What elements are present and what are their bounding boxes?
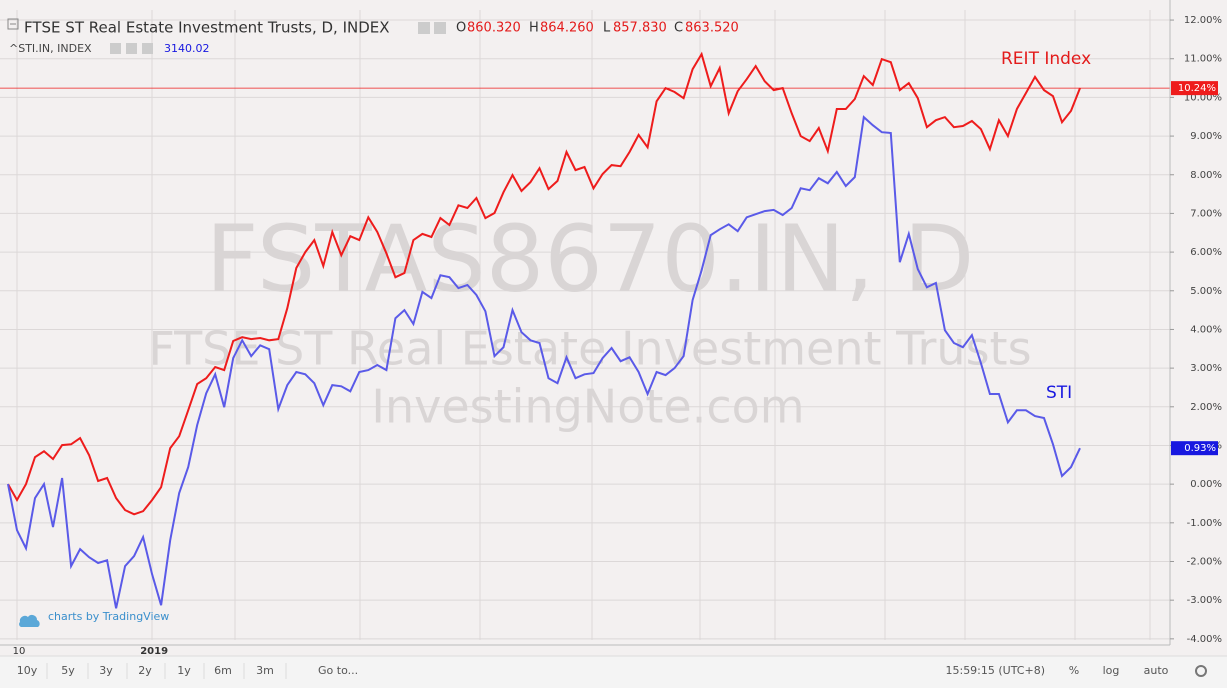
range-button[interactable]: 6m bbox=[214, 664, 232, 677]
x-axis: 10 2019 bbox=[13, 646, 168, 657]
y-tick-label: -1.00% bbox=[1187, 518, 1222, 529]
clock: 15:59:15 (UTC+8) bbox=[945, 664, 1045, 677]
y-tick-label: 11.00% bbox=[1184, 54, 1222, 65]
icon[interactable] bbox=[126, 43, 137, 54]
option-button[interactable]: % bbox=[1069, 664, 1079, 677]
ohlc-value: 864.260 bbox=[540, 21, 594, 36]
range-button[interactable]: 1y bbox=[177, 664, 191, 677]
range-button[interactable]: 2y bbox=[138, 664, 152, 677]
watermark: FSTAS8670.IN, D bbox=[206, 205, 975, 312]
legend-value: 3140.02 bbox=[164, 42, 210, 55]
x-tick-label: 10 bbox=[13, 646, 26, 657]
y-tick-label: 10.00% bbox=[1184, 92, 1222, 103]
legend-title: ^STI.IN, INDEX bbox=[9, 42, 92, 55]
y-tick-label: 7.00% bbox=[1190, 208, 1222, 219]
y-tick-label: 6.00% bbox=[1190, 247, 1222, 258]
ohlc-key: C bbox=[674, 21, 683, 36]
y-tick-label: 4.00% bbox=[1190, 324, 1222, 335]
x-tick-label: 2019 bbox=[140, 646, 168, 657]
icon[interactable] bbox=[142, 43, 153, 54]
y-tick-label: 3.00% bbox=[1190, 363, 1222, 374]
option-button[interactable]: log bbox=[1103, 664, 1120, 677]
y-tick-label: 2.00% bbox=[1190, 402, 1222, 413]
last-value-label: 0.93% bbox=[1184, 443, 1216, 454]
range-button[interactable]: 3m bbox=[256, 664, 274, 677]
toolbar: 10y 5y 3y 2y 1y 6m 3m Go to... 15:59:15 (UTC+8)%… bbox=[17, 663, 1207, 679]
settings-icon[interactable] bbox=[1195, 665, 1207, 677]
grid bbox=[0, 19, 1170, 640]
y-tick-label: 9.00% bbox=[1190, 131, 1222, 142]
icon[interactable] bbox=[110, 43, 121, 54]
lines bbox=[0, 51, 1170, 609]
y-tick-label: 5.00% bbox=[1190, 286, 1222, 297]
logo bbox=[19, 615, 40, 627]
range-button[interactable]: 3y bbox=[99, 664, 113, 677]
ohlc-value: 863.520 bbox=[685, 21, 739, 36]
last-value-label: 10.24% bbox=[1178, 83, 1216, 94]
range-button[interactable]: 5y bbox=[61, 664, 75, 677]
ohlc-key: H bbox=[529, 21, 539, 36]
collapse-icon[interactable] bbox=[7, 18, 19, 30]
y-tick-label: 0.00% bbox=[1190, 479, 1222, 490]
watermark: InvestingNote.com bbox=[371, 380, 804, 434]
y-tick-label: 8.00% bbox=[1190, 170, 1222, 181]
last-value-box bbox=[1171, 441, 1218, 456]
legend-title: FTSE ST Real Estate Investment Trusts, D… bbox=[24, 19, 390, 37]
icon[interactable] bbox=[418, 22, 430, 34]
y-tick-label: -3.00% bbox=[1187, 595, 1222, 606]
range-button[interactable]: Go to... bbox=[318, 664, 358, 677]
y-axis: 12.00% 11.00% 10.00% 9.00% 8.00% 7.00% 6.00% 5.… bbox=[1170, 15, 1222, 645]
option-button[interactable]: auto bbox=[1144, 664, 1169, 677]
annotation: STI bbox=[1046, 383, 1072, 403]
icon[interactable] bbox=[434, 22, 446, 34]
time-grid bbox=[16, 10, 1151, 640]
ohlc-value: 860.320 bbox=[467, 21, 521, 36]
annotation: REIT Index bbox=[1001, 49, 1091, 69]
credit[interactable]: charts by TradingView bbox=[48, 610, 169, 623]
range-button[interactable]: 10y bbox=[17, 664, 38, 677]
last-value-box bbox=[1171, 81, 1218, 96]
y-tick-label: 12.00% bbox=[1184, 15, 1222, 26]
ohlc-key: L bbox=[603, 21, 611, 36]
y-tick-label: -2.00% bbox=[1187, 556, 1222, 567]
series-line bbox=[7, 51, 1081, 516]
y-tick-label: -4.00% bbox=[1187, 634, 1222, 645]
ohlc-key: O bbox=[456, 21, 466, 36]
ohlc-value: 857.830 bbox=[613, 21, 667, 36]
watermark: FTSE ST Real Estate Investment Trusts bbox=[148, 322, 1031, 376]
series-line bbox=[7, 115, 1081, 609]
